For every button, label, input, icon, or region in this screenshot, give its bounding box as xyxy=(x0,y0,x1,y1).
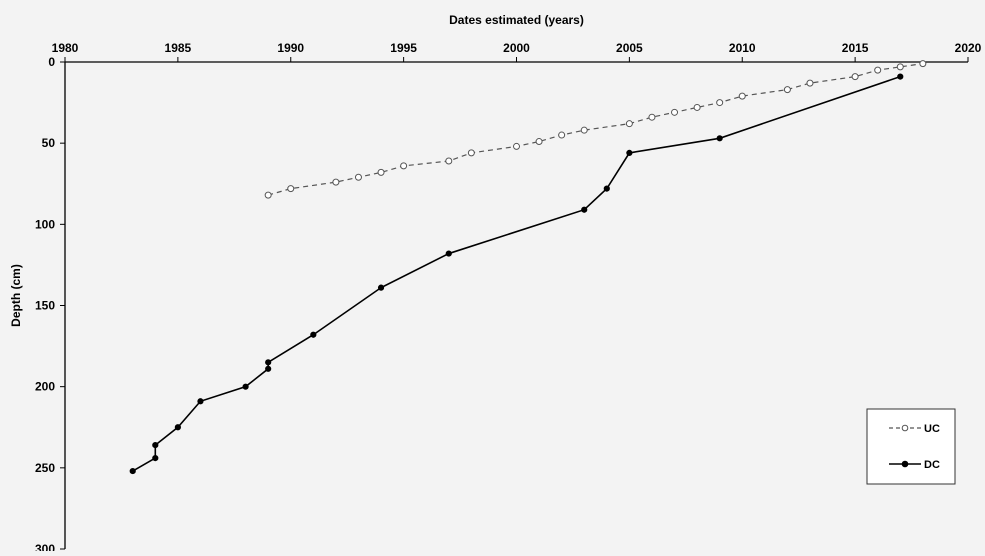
y-tick-label: 300 xyxy=(35,542,55,551)
data-point-dc xyxy=(897,73,904,80)
data-point-dc xyxy=(152,442,159,449)
data-point-uc xyxy=(874,66,882,74)
data-point-uc xyxy=(377,168,385,176)
data-point-uc xyxy=(693,103,701,111)
data-point-uc xyxy=(400,162,408,170)
legend-box xyxy=(866,408,956,485)
series-line-uc xyxy=(268,63,923,196)
data-point-uc xyxy=(513,142,520,150)
data-point-dc xyxy=(265,359,272,366)
data-point-uc xyxy=(806,79,814,87)
x-tick-label: 1980 xyxy=(52,41,79,55)
legend-items: UC DC xyxy=(889,423,940,471)
data-point-dc xyxy=(716,135,723,142)
data-point-uc xyxy=(332,178,340,186)
data-point-dc xyxy=(174,424,181,431)
y-tick-label: 50 xyxy=(42,136,56,150)
data-point-dc xyxy=(445,250,452,257)
series-layer xyxy=(129,60,927,475)
x-tick-label: 1995 xyxy=(390,41,417,55)
data-point-uc xyxy=(716,99,724,107)
series-line-dc xyxy=(132,75,901,472)
y-tick-label: 150 xyxy=(35,299,55,313)
data-point-uc xyxy=(671,108,679,116)
data-point-dc xyxy=(197,398,204,405)
y-tick-label: 200 xyxy=(35,380,55,394)
data-point-uc xyxy=(467,149,475,157)
data-point-uc xyxy=(445,157,453,165)
x-tick-label: 2015 xyxy=(842,41,869,55)
data-point-uc xyxy=(264,191,272,199)
data-point-uc xyxy=(896,63,904,71)
data-point-dc xyxy=(581,206,588,213)
x-tick-label: 2005 xyxy=(616,41,643,55)
data-point-uc xyxy=(648,113,656,121)
data-point-dc xyxy=(310,331,317,338)
x-tick-label: 1985 xyxy=(165,41,192,55)
x-tick-label: 2020 xyxy=(955,41,982,55)
x-tick-label: 2000 xyxy=(503,41,530,55)
data-point-dc xyxy=(152,454,159,462)
legend: UC DC xyxy=(866,408,956,485)
legend-label-dc: DC xyxy=(924,459,940,471)
data-point-uc xyxy=(919,60,927,68)
legend-marker-dc xyxy=(901,460,909,468)
data-point-dc xyxy=(377,284,385,291)
data-point-uc xyxy=(354,173,362,181)
y-tick-label: 100 xyxy=(35,217,55,231)
data-point-uc xyxy=(558,131,566,139)
axes-layer: 1980 1985 1990 1995 2000 2005 2010 2015 2020 0 50 1… xyxy=(35,41,982,556)
data-point-dc xyxy=(626,149,633,157)
legend-marker-uc xyxy=(901,424,909,432)
x-tick-label: 1990 xyxy=(277,41,304,55)
data-point-uc xyxy=(287,185,295,193)
data-point-dc xyxy=(129,467,136,475)
data-point-uc xyxy=(783,86,791,94)
y-tick-label: 0 xyxy=(48,55,55,69)
data-point-uc xyxy=(625,120,633,128)
data-point-dc xyxy=(603,185,610,192)
data-point-uc xyxy=(580,126,588,134)
data-point-dc xyxy=(242,383,249,390)
x-tick-label: 2010 xyxy=(729,41,756,55)
legend-label-uc: UC xyxy=(924,423,940,435)
y-tick-label: 250 xyxy=(35,461,55,475)
data-point-uc xyxy=(851,73,859,81)
data-point-dc xyxy=(265,365,272,372)
y-axis-title: Depth (cm) xyxy=(9,264,23,327)
x-axis-title: Dates estimated (years) xyxy=(449,13,584,27)
data-point-uc xyxy=(738,92,746,100)
data-point-uc xyxy=(535,138,543,146)
